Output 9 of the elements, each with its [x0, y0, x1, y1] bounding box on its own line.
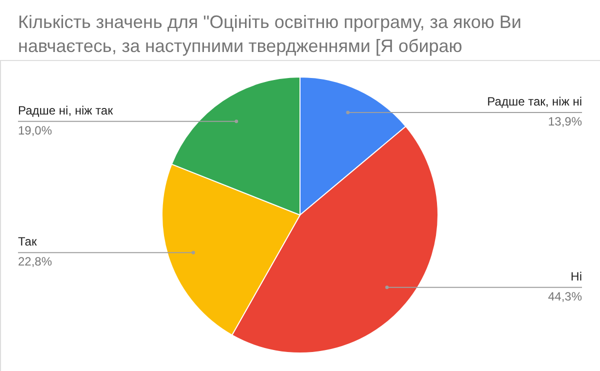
slice-label: Радше так, ніж ні [487, 94, 582, 108]
data-label: 13,9% [548, 114, 582, 128]
data-label: 19,0% [18, 123, 52, 138]
chart-title: Кількість значень для "Оцініть освітню програму, за якою Ви навчаєтесь, за наступними твердженнями [Я обираю [18, 12, 522, 56]
slice-label: Ні [570, 269, 582, 284]
data-label: 44,3% [548, 289, 582, 304]
slice-label: Так [18, 234, 38, 249]
slice-label: Радше ні, ніж так [18, 103, 114, 118]
data-label: 22,8% [18, 254, 52, 269]
